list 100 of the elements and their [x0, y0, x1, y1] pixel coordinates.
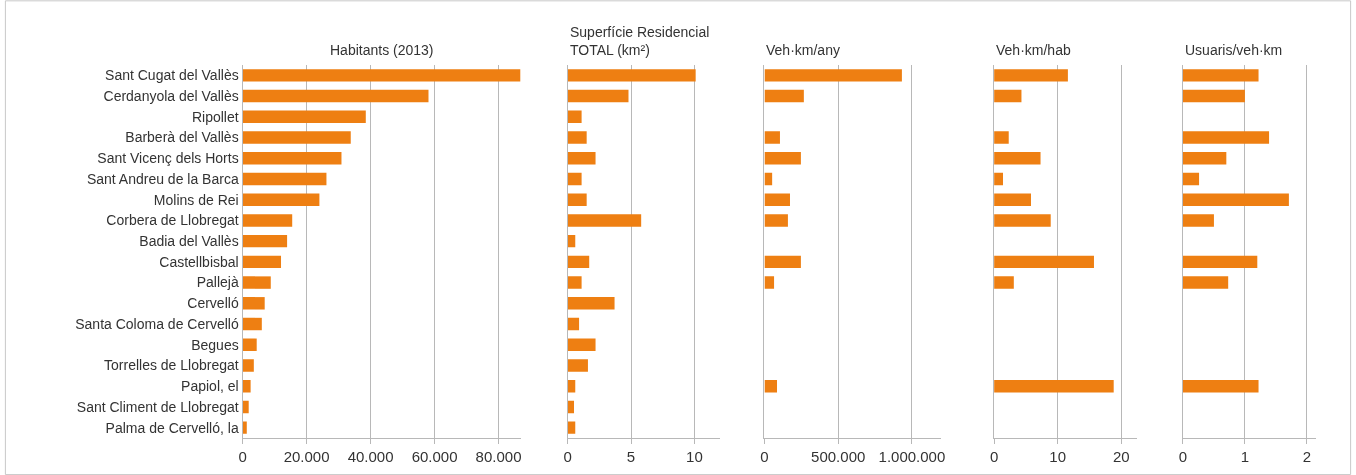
bar [1182, 255, 1258, 269]
bar [994, 89, 1022, 103]
bar [242, 193, 320, 206]
chart-title: Veh·km/any [766, 42, 840, 58]
x-tick-label: 0 [760, 448, 769, 466]
bar [994, 276, 1014, 289]
bar [1182, 152, 1227, 165]
bar [242, 214, 293, 227]
bar [764, 214, 788, 227]
bar [1182, 69, 1259, 82]
bar [994, 152, 1041, 165]
bar [242, 421, 247, 434]
bar [567, 359, 588, 372]
bar [1182, 276, 1229, 289]
bar [764, 131, 780, 144]
bar [764, 379, 778, 393]
bar [567, 255, 590, 269]
y-tick-label: Sant Andreu de la Barca [86, 170, 239, 187]
bar [994, 379, 1114, 393]
bar [567, 276, 582, 289]
bar [567, 152, 596, 165]
bar [242, 234, 288, 248]
x-tick-label: 10 [1049, 448, 1067, 466]
x-tick-label: 0 [238, 448, 247, 466]
bar [567, 131, 587, 144]
bar [242, 255, 282, 269]
bar [764, 255, 801, 269]
bar [1182, 379, 1259, 393]
y-tick-label: Santa Coloma de Cervelló [75, 315, 239, 332]
bar [567, 89, 629, 103]
chart-title: Habitants (2013) [330, 42, 434, 58]
bar [242, 297, 265, 310]
x-tick-label: 1 [1240, 448, 1250, 466]
x-tick-label: 80.000 [475, 448, 522, 466]
x-tick-label: 2 [1302, 448, 1312, 466]
bar [1182, 172, 1200, 186]
x-tick-label: 20.000 [283, 448, 330, 466]
bar [242, 131, 351, 144]
bar [242, 276, 271, 289]
y-tick-label: Barberà del Vallès [125, 129, 239, 146]
y-tick-label: Sant Climent de Llobregat [76, 398, 239, 415]
bar [1182, 193, 1289, 206]
x-tick-label: 0 [563, 448, 572, 466]
y-tick-label: Palma de Cervelló, la [105, 419, 239, 436]
bar [242, 89, 429, 103]
bar [242, 172, 327, 186]
bar [242, 379, 251, 393]
bar [1182, 131, 1270, 144]
x-tick-label: 5 [626, 448, 636, 466]
bar [567, 317, 580, 331]
bar [1182, 89, 1245, 103]
bar [994, 69, 1068, 82]
bar [567, 110, 582, 124]
chart-title: Superfície Residencial TOTAL (km²) [570, 24, 710, 59]
x-tick-label: 20 [1112, 448, 1130, 466]
y-tick-label: Pallejà [196, 274, 239, 291]
bar [242, 317, 262, 331]
bar [242, 338, 257, 351]
bar [242, 110, 366, 124]
bar [567, 193, 587, 206]
bar [242, 359, 254, 372]
y-tick-label: Corbera de Llobregat [106, 212, 239, 229]
bar [567, 400, 574, 414]
y-tick-label: Badia del Vallès [139, 233, 239, 250]
bar [1182, 214, 1214, 227]
bar [567, 297, 615, 310]
bar [567, 69, 696, 82]
y-tick-label: Ripollet [191, 108, 239, 125]
y-tick-label: Torrelles de Llobregat [104, 357, 239, 374]
y-tick-label: Begues [191, 336, 239, 353]
bar [994, 193, 1031, 206]
y-tick-label: Papiol, el [181, 378, 239, 395]
bar [764, 69, 902, 82]
bar [567, 214, 642, 227]
x-tick-label: 500.000 [811, 448, 866, 466]
bar [994, 214, 1051, 227]
x-tick-label: 1.000.000 [878, 448, 946, 466]
y-tick-label: Sant Vicenç dels Horts [97, 150, 239, 167]
y-tick-label: Castellbisbal [159, 253, 239, 270]
x-tick-label: 0 [989, 448, 999, 466]
bar [567, 338, 596, 351]
bar [567, 172, 582, 186]
bar [567, 421, 576, 434]
bar [764, 152, 801, 165]
y-tick-label: Cerdanyola del Vallès [103, 87, 239, 104]
y-tick-label: Cervelló [187, 295, 239, 312]
bar [764, 193, 790, 206]
bar [242, 152, 342, 165]
bar [764, 89, 804, 103]
x-tick-label: 40.000 [347, 448, 394, 466]
chart-title: Veh·km/hab [996, 42, 1071, 58]
x-tick-label: 60.000 [411, 448, 458, 466]
y-tick-label: Molins de Rei [153, 191, 239, 208]
y-tick-label: Sant Cugat del Vallès [105, 67, 239, 84]
chart-title: Usuaris/veh·km [1185, 42, 1283, 58]
bar [242, 400, 249, 414]
bar [994, 255, 1094, 269]
x-tick-label: 10 [686, 448, 703, 466]
bar [994, 131, 1009, 144]
bar [242, 69, 521, 82]
